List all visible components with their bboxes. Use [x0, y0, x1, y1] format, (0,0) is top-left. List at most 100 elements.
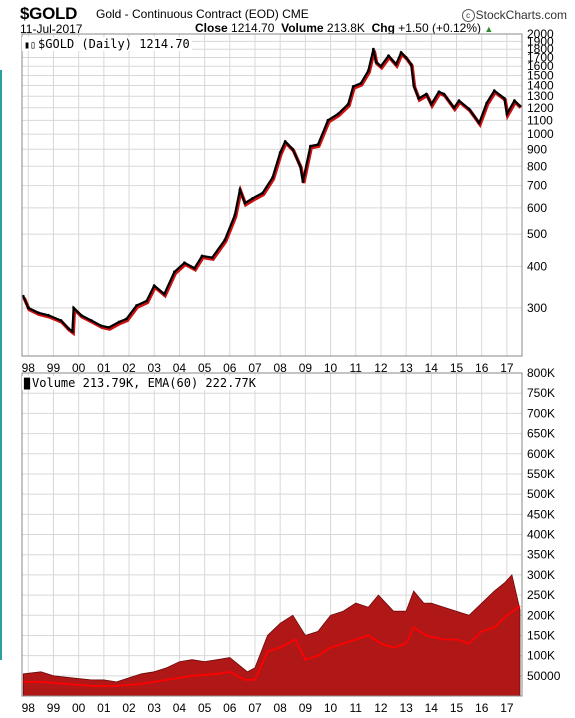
volume-plot: [22, 574, 521, 697]
volume-bars-icon: █: [24, 379, 31, 390]
price-point: [291, 147, 295, 151]
price-point: [200, 254, 204, 258]
price-point: [359, 82, 363, 85]
x-tick-label: 12: [374, 361, 388, 375]
price-point: [26, 306, 30, 310]
price-point: [223, 238, 227, 242]
close-label: Close: [195, 21, 228, 35]
x-tick-label: 06: [223, 701, 237, 715]
y-tick-label: 150K: [527, 628, 555, 642]
x-tick-label: 99: [47, 701, 61, 715]
x-tick-label: 04: [173, 361, 187, 375]
y-tick-label: 1500: [527, 69, 554, 83]
candlestick-icon: ▮▯: [24, 40, 37, 51]
y-tick-label: 1000: [527, 127, 554, 141]
price-point: [316, 143, 320, 147]
price-point: [513, 99, 516, 103]
brand-text: StockCharts.com: [475, 8, 567, 22]
price-panel-frame: [21, 33, 523, 357]
y-tick-label: 1700: [527, 50, 554, 64]
panel-frames: [21, 33, 523, 697]
x-tick-label: 03: [148, 361, 162, 375]
price-point: [457, 99, 461, 103]
x-tick-label: 09: [299, 361, 313, 375]
price-point: [326, 118, 330, 122]
price-point: [162, 292, 166, 296]
y-tick-label: 650K: [527, 427, 555, 441]
price-point: [233, 213, 237, 217]
price-point: [238, 188, 242, 192]
price-point: [492, 89, 496, 93]
price-point: [309, 144, 312, 148]
y-tick-label: 50000: [527, 669, 561, 683]
x-tick-label: 00: [72, 701, 86, 715]
x-tick-label: 17: [500, 361, 514, 375]
y-tick-label: 800: [527, 159, 547, 173]
x-tick-label: 99: [47, 361, 61, 375]
y-tick-label: 900: [527, 142, 547, 156]
x-tick-label: 08: [274, 361, 288, 375]
y-tick-label: 400K: [527, 528, 555, 542]
description-text: Gold - Continuous Contract (EOD): [96, 7, 279, 21]
x-tick-label: 01: [97, 701, 111, 715]
x-tick-label: 13: [399, 701, 413, 715]
volume-value: 213.8K: [326, 21, 365, 35]
price-point: [412, 84, 416, 87]
x-tick-label: 11: [350, 361, 363, 375]
price-point: [424, 92, 428, 96]
price-point: [79, 313, 83, 317]
price-point: [452, 106, 456, 110]
price-point: [387, 54, 390, 58]
price-plot: [21, 47, 523, 337]
volume-axis: 98 99 00 01 02 03 04 05 06 07 08 09 10 11 12 13 14 15 16 17…: [22, 366, 561, 715]
price-point: [99, 324, 103, 328]
x-tick-label: 98: [22, 701, 36, 715]
price-line-down-shadow: [22, 50, 523, 337]
chg-label: Chg: [371, 21, 395, 35]
y-tick-label: 450K: [527, 507, 555, 521]
ticker-symbol: $GOLD: [20, 4, 78, 23]
y-tick-label: 500: [527, 227, 547, 241]
edge-accent: [0, 70, 2, 660]
price-point: [301, 180, 305, 183]
volume-panel-frame: [21, 372, 523, 697]
y-tick-label: 1400: [527, 78, 554, 92]
price-point: [394, 63, 398, 66]
x-tick-label: 05: [198, 701, 212, 715]
x-tick-label: 14: [425, 701, 439, 715]
brand-logo[interactable]: c StockCharts.com: [461, 8, 567, 22]
price-point: [251, 197, 254, 200]
quote-summary: Close 1214.70 Volume 213.8K Chg +1.50 (+…: [195, 21, 493, 35]
x-tick-label: 17: [500, 701, 514, 715]
x-tick-label: 06: [223, 361, 237, 375]
price-point: [125, 317, 128, 321]
x-tick-label: 02: [122, 361, 136, 375]
price-point: [145, 299, 149, 303]
instrument-description: Gold - Continuous Contract (EOD) CME: [96, 7, 309, 21]
y-tick-label: 600K: [527, 447, 555, 461]
price-axis: 98 99 00 01 02 03 04 05 06 07 08 09 10 11 12 13 14 15 16 17…: [22, 27, 554, 375]
copyright-icon: c: [461, 9, 475, 22]
price-point: [437, 90, 441, 94]
price-line: [22, 48, 521, 334]
chg-value: +1.50 (+0.12%): [398, 21, 482, 35]
price-point: [417, 97, 421, 100]
price-point: [183, 261, 186, 265]
price-point: [442, 92, 446, 96]
y-tick-label: 1800: [527, 42, 554, 56]
y-tick-label: 1900: [527, 34, 554, 48]
close-value: 1214.70: [231, 21, 275, 35]
y-tick-label: 1300: [527, 89, 554, 103]
y-tick-label: 500K: [527, 487, 555, 501]
price-point: [336, 112, 340, 116]
chart-header: $GOLD Gold - Continuous Contract (EOD) C…: [20, 4, 575, 40]
price-point: [107, 326, 111, 329]
price-point: [193, 266, 196, 270]
x-tick-label: 05: [198, 361, 212, 375]
price-point: [89, 319, 93, 322]
x-tick-label: 16: [475, 701, 489, 715]
y-tick-label: 600: [527, 201, 547, 215]
price-point: [67, 327, 70, 330]
price-point: [135, 304, 139, 307]
price-point: [47, 313, 50, 317]
